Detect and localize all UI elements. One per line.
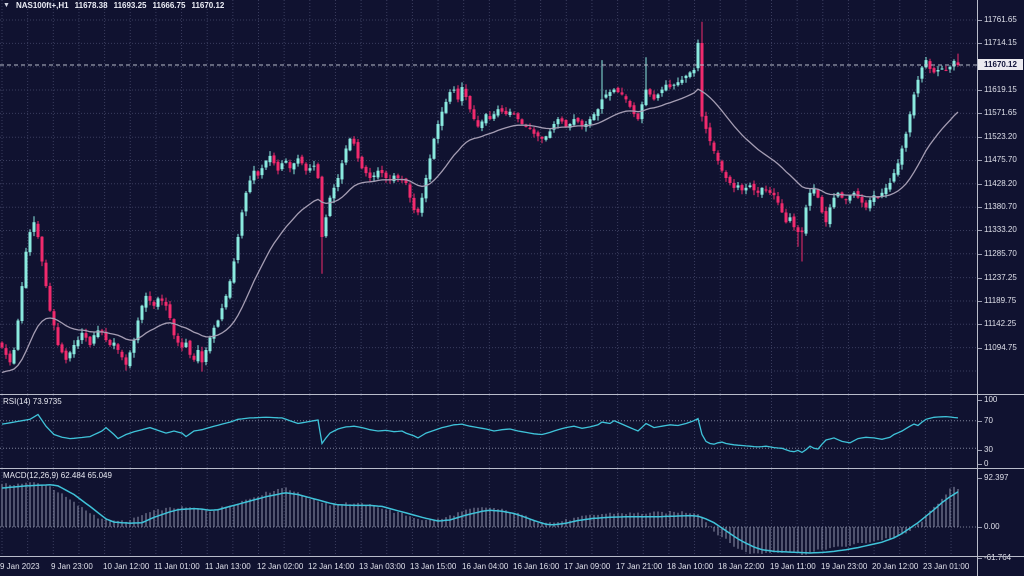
time-axis-label: 11 Jan 13:00 (205, 562, 251, 571)
time-axis-label: 18 Jan 22:00 (718, 562, 765, 571)
axis-tick (977, 207, 982, 208)
axis-tick (977, 301, 982, 302)
price-axis-label: 11428.20 (984, 179, 1017, 188)
macd-scale-label: 0.00 (984, 522, 1000, 531)
price-axis-label: 11523.20 (984, 132, 1017, 141)
low-value: 11666.75 (152, 1, 186, 10)
rsi-scale-label: 30 (984, 445, 993, 454)
high-value: 11693.25 (113, 1, 147, 10)
time-axis-label: 12 Jan 02:00 (257, 562, 304, 571)
axis-tick (977, 527, 982, 528)
rsi-scale-label: 0 (984, 459, 989, 468)
price-axis-label: 11761.65 (984, 15, 1017, 24)
axis-tick (977, 278, 982, 279)
price-axis-label: 11237.25 (984, 273, 1017, 282)
price-axis-separator (977, 0, 978, 576)
macd-scale-label: 92.397 (984, 473, 1009, 482)
axis-tick (977, 348, 982, 349)
axis-tick (977, 20, 982, 21)
price-chart-canvas[interactable] (0, 0, 977, 394)
time-axis-label: 18 Jan 10:00 (667, 562, 714, 571)
separator-time-axis (0, 556, 1024, 557)
time-axis-label: 23 Jan 01:00 (923, 562, 970, 571)
rsi-indicator-canvas[interactable] (0, 395, 977, 468)
price-axis-label: 11619.15 (984, 85, 1017, 94)
axis-tick (977, 400, 982, 401)
price-axis-label: 11094.75 (984, 343, 1017, 352)
price-axis-label: 11142.25 (984, 319, 1017, 328)
time-axis-label: 9 Jan 2023 (0, 562, 40, 571)
axis-tick (977, 421, 982, 422)
symbol-period-label: NAS100ft+,H1 (15, 1, 69, 10)
rsi-scale-label: 70 (984, 416, 993, 425)
price-axis-label: 11189.75 (984, 296, 1017, 305)
axis-tick (977, 450, 982, 451)
time-axis-label: 12 Jan 14:00 (308, 562, 355, 571)
open-value: 11678.38 (74, 1, 108, 10)
macd-scale-label: -61.764 (984, 553, 1012, 562)
time-axis[interactable]: 9 Jan 2023 9 Jan 23:00 10 Jan 12:00 11 Jan … (0, 557, 1024, 576)
time-axis-label: 10 Jan 12:00 (103, 562, 150, 571)
time-axis-label: 9 Jan 23:00 (51, 562, 93, 571)
current-price-tag: 11670.12 (978, 59, 1023, 70)
macd-panel-label: MACD(12,26,9) 62.484 65.049 (3, 471, 112, 480)
axis-tick (977, 478, 982, 479)
time-axis-label: 13 Jan 03:00 (359, 562, 406, 571)
separator-rsi-macd[interactable] (0, 468, 1024, 469)
chart-title-bar: ▼ NAS100ft+,H1 11678.38 11693.25 11666.7… (3, 1, 224, 10)
macd-indicator-canvas[interactable] (0, 469, 977, 556)
price-axis-label: 11285.70 (984, 249, 1017, 258)
price-axis-label: 11571.65 (984, 108, 1017, 117)
close-value: 11670.12 (191, 1, 225, 10)
axis-tick (977, 230, 982, 231)
axis-tick (977, 464, 982, 465)
time-axis-label: 17 Jan 21:00 (616, 562, 663, 571)
rsi-scale-label: 100 (984, 395, 998, 404)
axis-tick (977, 90, 982, 91)
price-axis-label: 11333.20 (984, 225, 1017, 234)
time-axis-label: 16 Jan 04:00 (462, 562, 509, 571)
price-axis-label: 11714.15 (984, 38, 1017, 47)
price-axis-label: 11475.70 (984, 155, 1017, 164)
time-axis-label: 16 Jan 16:00 (513, 562, 560, 571)
axis-tick (977, 113, 982, 114)
time-axis-label: 17 Jan 09:00 (564, 562, 611, 571)
price-axis[interactable]: 11670.12 11761.65 11714.15 11619.15 11571.6… (977, 0, 1024, 576)
axis-tick (977, 558, 982, 559)
axis-tick (977, 137, 982, 138)
axis-tick (977, 254, 982, 255)
rsi-panel-label: RSI(14) 73.9735 (3, 397, 62, 406)
time-axis-label: 19 Jan 11:00 (770, 562, 816, 571)
time-axis-label: 20 Jan 12:00 (872, 562, 919, 571)
time-axis-label: 13 Jan 15:00 (410, 562, 457, 571)
axis-tick (977, 43, 982, 44)
axis-tick (977, 324, 982, 325)
axis-tick (977, 160, 982, 161)
chevron-down-icon[interactable]: ▼ (3, 2, 10, 9)
axis-tick (977, 184, 982, 185)
time-axis-label: 11 Jan 01:00 (154, 562, 200, 571)
time-axis-label: 19 Jan 23:00 (821, 562, 868, 571)
separator-main-rsi[interactable] (0, 394, 1024, 395)
price-axis-label: 11380.70 (984, 202, 1017, 211)
